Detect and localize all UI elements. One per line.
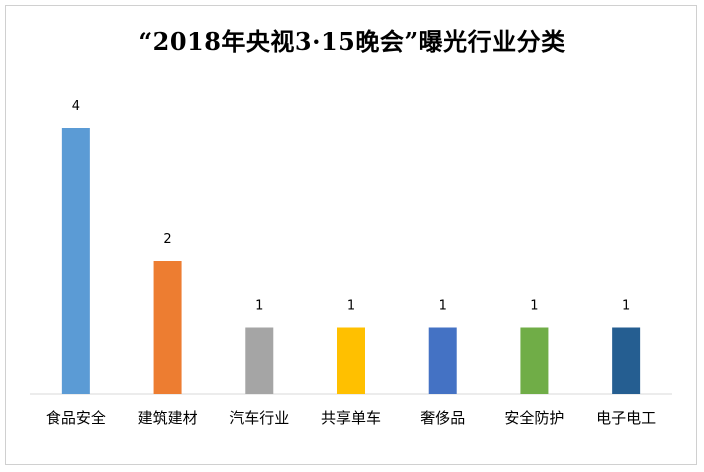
value-labels-group: 4 2 1 1 1 1 1 (72, 99, 631, 314)
bar-2 (245, 327, 274, 394)
value-label-0: 4 (72, 99, 80, 114)
category-label-3: 共享单车 (321, 409, 381, 427)
bar-3 (337, 327, 365, 394)
bar-1 (153, 261, 182, 394)
value-label-1: 2 (163, 232, 171, 247)
category-label-4: 奢侈品 (420, 409, 465, 427)
value-label-6: 1 (622, 299, 630, 314)
category-label-0: 食品安全 (46, 409, 106, 427)
category-label-5: 安全防护 (504, 409, 564, 427)
bar-4 (428, 327, 457, 394)
value-label-4: 1 (439, 299, 447, 314)
bar-5 (520, 327, 549, 394)
category-label-6: 电子电工 (596, 409, 656, 427)
category-label-2: 汽车行业 (229, 409, 289, 427)
bar-6 (612, 327, 641, 394)
value-label-5: 1 (530, 299, 538, 314)
bar-0 (61, 128, 90, 394)
bars-group (61, 128, 641, 394)
value-label-2: 1 (255, 299, 263, 314)
chart-title: “2018年央视3·15晚会”曝光行业分类 (138, 27, 566, 56)
category-label-1: 建筑建材 (138, 409, 198, 427)
value-label-3: 1 (347, 299, 355, 314)
category-labels-group: 食品安全 建筑建材 汽车行业 共享单车 奢侈品 安全防护 电子电工 (46, 409, 656, 427)
